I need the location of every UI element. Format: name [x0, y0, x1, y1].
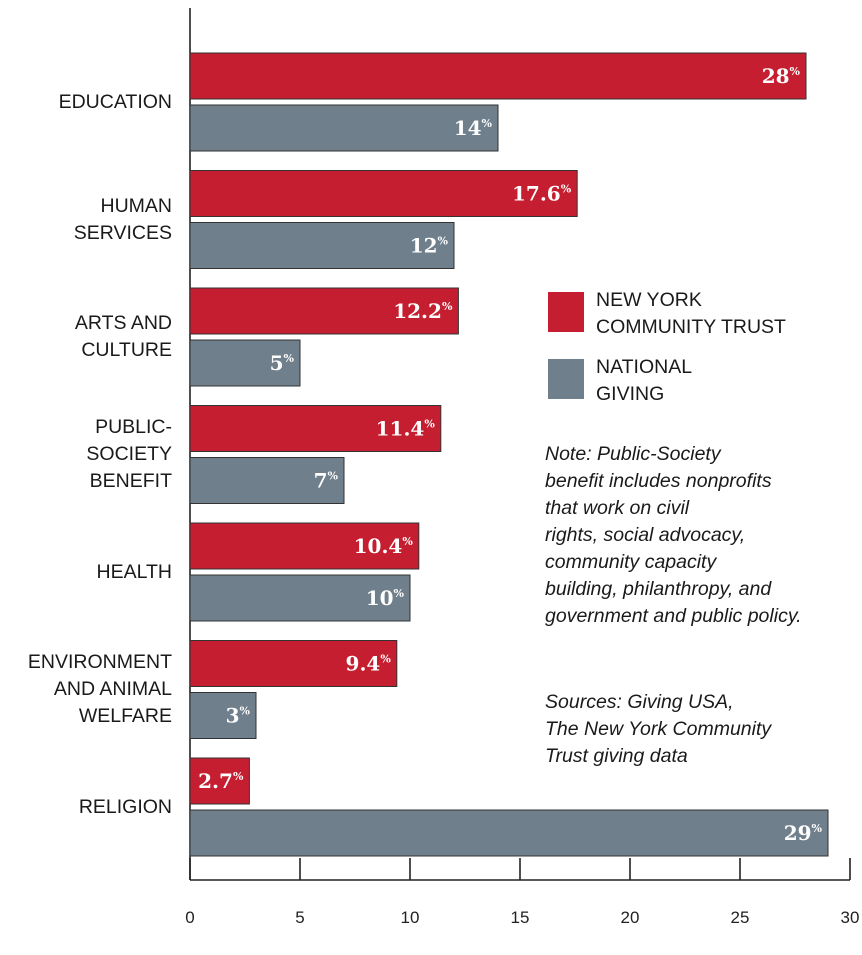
- x-tick-label-4: 20: [621, 908, 640, 927]
- bar-national-0: [190, 105, 498, 151]
- note-text: Note: Public-Society benefit includes no…: [545, 441, 862, 630]
- legend-label-nyct: NEW YORK COMMUNITY TRUST: [596, 287, 786, 341]
- legend-label-national: NATIONAL GIVING: [596, 354, 692, 408]
- legend-swatch-nyct: [548, 292, 584, 332]
- category-label-5: ENVIRONMENT AND ANIMAL WELFARE: [28, 649, 172, 730]
- x-tick-label-3: 15: [511, 908, 530, 927]
- x-tick-label-0: 0: [185, 908, 194, 927]
- bar-nyct-0: [190, 53, 806, 99]
- x-tick-label-1: 5: [295, 908, 304, 927]
- category-label-2: ARTS AND CULTURE: [75, 310, 172, 364]
- category-label-6: RELIGION: [79, 794, 172, 821]
- category-label-1: HUMAN SERVICES: [74, 193, 172, 247]
- x-tick-label-5: 25: [731, 908, 750, 927]
- bar-national-6: [190, 810, 828, 856]
- legend-swatch-national: [548, 359, 584, 399]
- sources-text: Sources: Giving USA, The New York Commun…: [545, 689, 862, 770]
- category-label-4: HEALTH: [97, 559, 173, 586]
- x-tick-label-6: 30: [841, 908, 860, 927]
- category-label-0: EDUCATION: [59, 89, 172, 116]
- category-label-3: PUBLIC- SOCIETY BENEFIT: [86, 414, 172, 495]
- x-tick-label-2: 10: [401, 908, 420, 927]
